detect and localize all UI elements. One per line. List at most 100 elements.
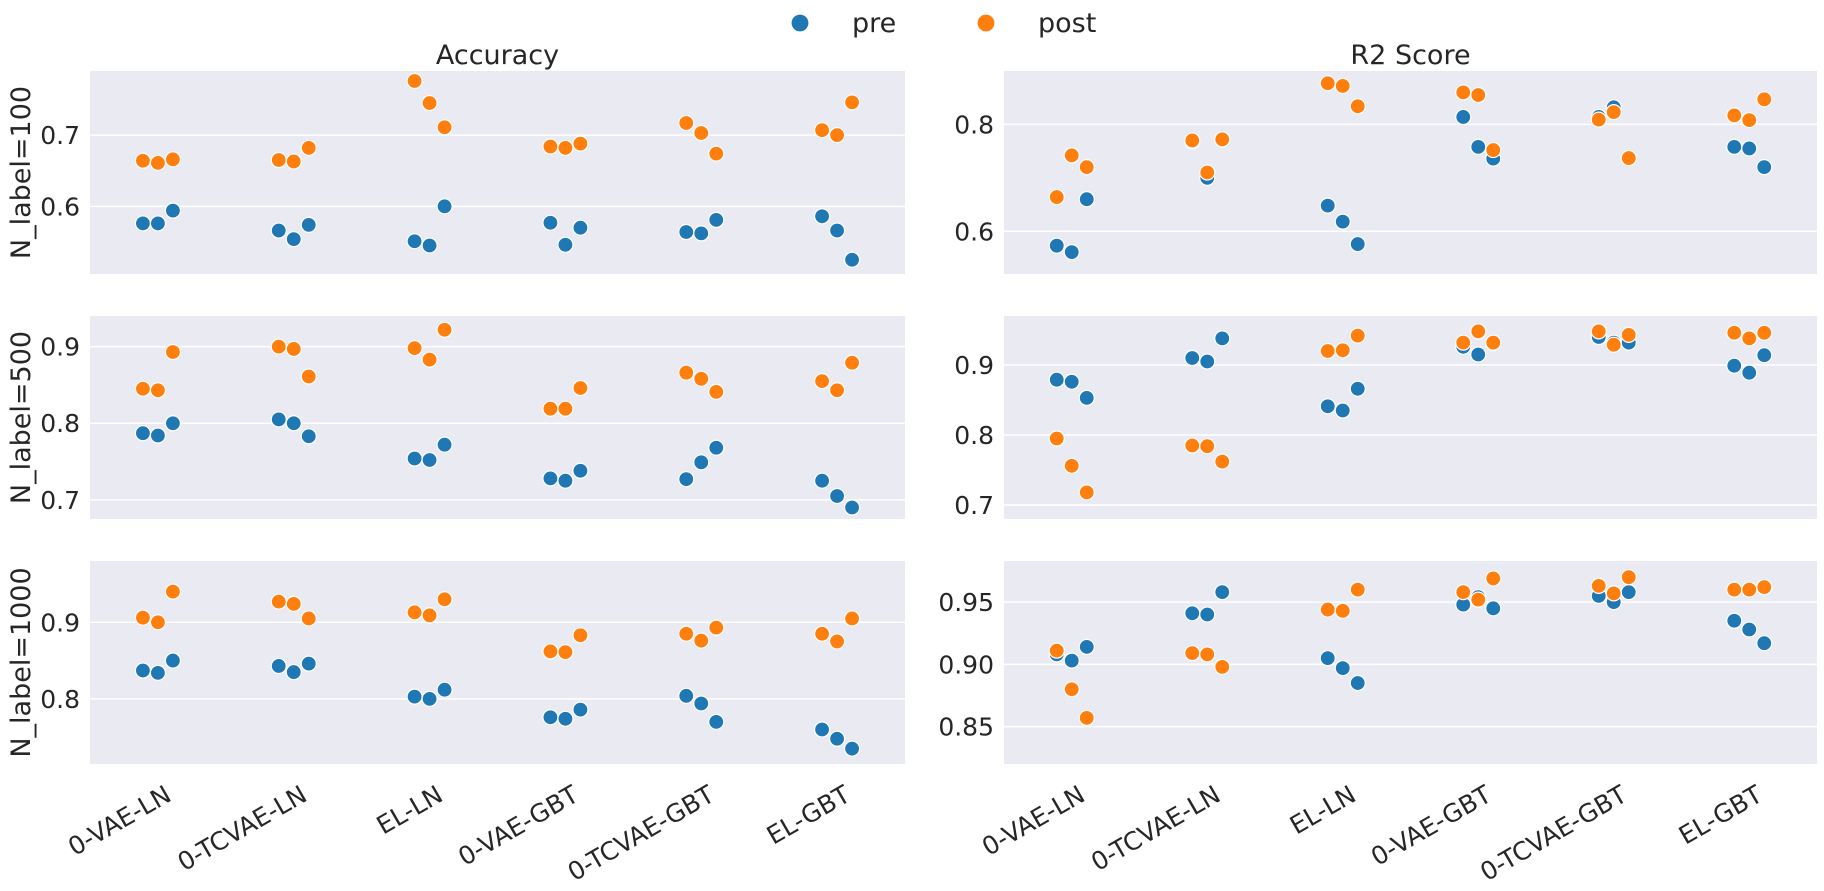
- point-pre: [1063, 243, 1080, 261]
- point-pre: [1184, 605, 1201, 622]
- panel-background: [90, 561, 905, 764]
- point-pre: [813, 721, 831, 738]
- point-pre: [149, 215, 167, 232]
- point-post: [1078, 159, 1095, 176]
- point-pre: [572, 701, 589, 718]
- point-pre: [1726, 612, 1743, 629]
- point-post: [1349, 98, 1366, 115]
- point-pre: [300, 655, 317, 672]
- category-label: EL-LN: [1285, 780, 1361, 841]
- point-post: [134, 609, 152, 626]
- point-pre: [285, 230, 302, 248]
- point-pre: [572, 219, 589, 236]
- point-post: [1605, 585, 1622, 602]
- point-pre: [828, 487, 846, 505]
- point-pre: [1334, 213, 1351, 230]
- point-pre: [164, 202, 182, 219]
- point-pre: [843, 740, 861, 757]
- point-post: [678, 114, 695, 132]
- point-pre: [1334, 660, 1351, 677]
- point-pre: [1485, 600, 1502, 617]
- point-pre: [1048, 237, 1065, 254]
- point-pre: [572, 462, 589, 479]
- legend-label-post: post: [1038, 8, 1096, 39]
- point-post: [813, 625, 831, 642]
- point-pre: [421, 237, 438, 254]
- point-pre: [164, 652, 182, 669]
- point-post: [149, 382, 167, 399]
- point-post: [1590, 577, 1607, 595]
- point-post: [1349, 327, 1366, 344]
- point-post: [1078, 709, 1095, 727]
- point-post: [149, 154, 167, 171]
- point-post: [843, 94, 861, 111]
- point-post: [1756, 324, 1773, 341]
- y-tick-label: 0.8: [954, 421, 994, 450]
- point-pre: [1199, 606, 1216, 623]
- point-post: [1590, 111, 1607, 128]
- point-pre: [1349, 380, 1366, 397]
- point-pre: [1214, 584, 1231, 601]
- point-post: [436, 591, 453, 608]
- panel-r1c1: 0.7 0.8 0.9: [954, 316, 1817, 520]
- point-pre: [1078, 191, 1095, 208]
- point-post: [270, 151, 287, 169]
- y-tick-label: 0.85: [938, 713, 994, 742]
- point-pre: [1741, 140, 1758, 157]
- point-pre: [542, 709, 559, 726]
- panel-r2c1: 0.85 0.90 0.95: [938, 561, 1817, 764]
- point-pre: [436, 681, 453, 698]
- point-pre: [1048, 371, 1065, 388]
- point-pre: [1334, 402, 1351, 419]
- point-post: [300, 368, 317, 385]
- point-post: [1485, 570, 1502, 587]
- point-post: [300, 610, 317, 627]
- point-post: [1214, 131, 1231, 148]
- panel-background: [90, 71, 905, 274]
- point-pre: [164, 415, 182, 432]
- point-post: [1741, 330, 1758, 347]
- point-post: [1726, 581, 1743, 598]
- point-post: [1319, 601, 1336, 618]
- point-pre: [1199, 353, 1216, 370]
- legend-label-pre: pre: [852, 8, 896, 39]
- point-post: [1741, 112, 1758, 129]
- point-post: [1199, 646, 1216, 663]
- point-post: [828, 633, 846, 650]
- point-pre: [1756, 347, 1773, 364]
- point-post: [1470, 323, 1487, 340]
- point-post: [1048, 188, 1065, 206]
- point-post: [300, 139, 317, 157]
- y-tick-label: 0.95: [938, 588, 994, 617]
- point-post: [678, 364, 695, 381]
- point-pre: [708, 713, 725, 730]
- point-pre: [270, 657, 287, 675]
- point-post: [678, 625, 695, 642]
- point-post: [421, 607, 438, 624]
- point-post: [1184, 645, 1201, 662]
- point-post: [1319, 342, 1336, 360]
- point-post: [1485, 334, 1502, 351]
- legend-marker-pre: [790, 13, 810, 33]
- point-post: [421, 94, 438, 112]
- point-post: [421, 351, 438, 368]
- point-post: [285, 595, 302, 612]
- point-pre: [1470, 138, 1487, 155]
- point-post: [828, 382, 846, 399]
- y-tick-label: 0.7: [40, 121, 80, 150]
- point-post: [813, 373, 831, 390]
- category-label: 0-VAE-GBT: [1366, 779, 1497, 871]
- point-pre: [1319, 197, 1336, 214]
- point-post: [1184, 132, 1201, 149]
- point-pre: [285, 415, 302, 432]
- point-pre: [843, 251, 861, 268]
- point-pre: [708, 211, 725, 228]
- point-pre: [542, 470, 559, 487]
- panel-background: [1004, 71, 1817, 274]
- category-label: 0-TCVAE-LN: [173, 780, 312, 877]
- point-pre: [436, 436, 453, 453]
- point-pre: [1349, 235, 1366, 253]
- panel-r0c0: 0.6 0.7: [40, 71, 905, 274]
- point-pre: [1726, 357, 1743, 374]
